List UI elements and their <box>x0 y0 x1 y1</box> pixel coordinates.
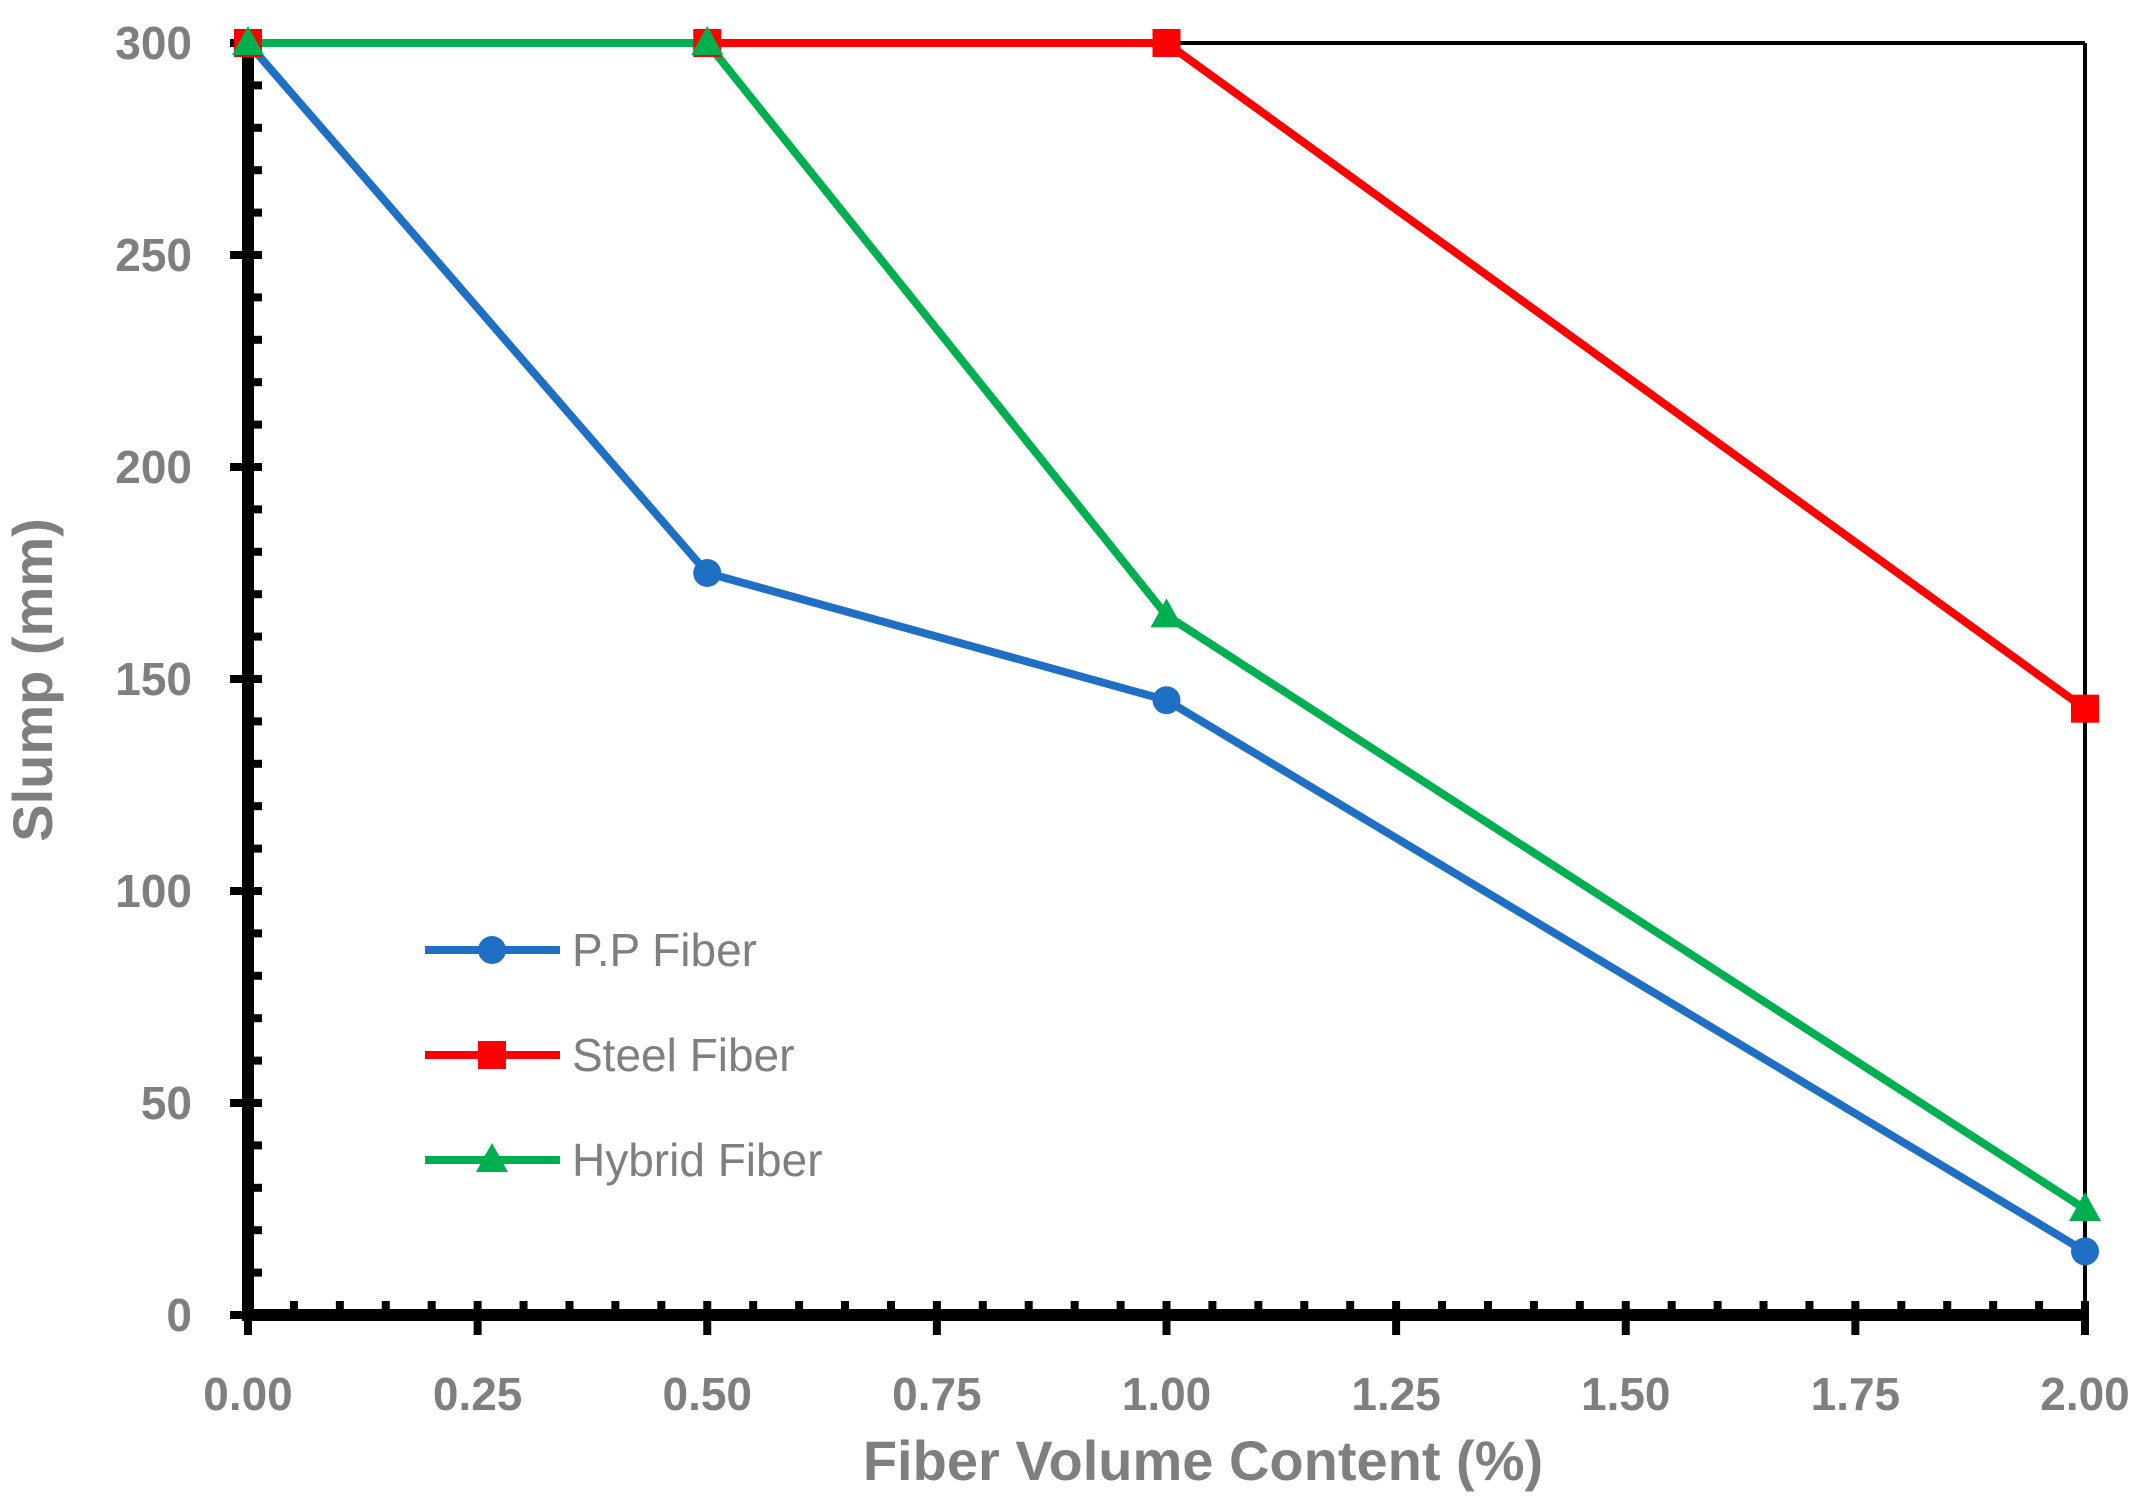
series-lines <box>244 39 2088 1255</box>
x-tick-label: 0.75 <box>892 1368 982 1420</box>
data-point-steel-fiber <box>1152 29 1181 57</box>
y-tick-labels: 0 50 100 150 200 250 300 <box>115 17 192 1341</box>
plot-frame <box>242 41 2087 1321</box>
x-axis-title: Fiber Volume Content (%) <box>863 1429 1543 1492</box>
series-line-p-p-fiber <box>244 40 2088 1255</box>
y-axis-title: Slump (mm) <box>1 518 64 842</box>
x-tick-label: 1.00 <box>1122 1368 1212 1420</box>
data-point-p-p-fiber <box>1152 686 1181 715</box>
legend-marker-p-p-fiber <box>478 936 506 964</box>
data-point-p-p-fiber <box>693 559 722 587</box>
series-line-hybrid-fiber <box>248 39 2088 1213</box>
legend-label-hybrid-fiber: Hybrid Fiber <box>572 1134 823 1186</box>
y-tick-label: 0 <box>166 1289 192 1341</box>
y-tick-label: 100 <box>115 865 192 917</box>
minor-ticks <box>248 81 2044 1315</box>
major-ticks <box>230 39 2089 1335</box>
data-point-hybrid-fiber <box>1150 598 1183 628</box>
x-tick-label: 1.25 <box>1351 1368 1441 1420</box>
data-point-hybrid-fiber <box>232 26 264 55</box>
x-tick-label: 0.25 <box>433 1368 523 1420</box>
legend-marker-hybrid-fiber <box>476 1143 508 1172</box>
x-tick-label: 1.50 <box>1581 1368 1671 1420</box>
data-point-p-p-fiber <box>2071 1237 2099 1266</box>
y-tick-label: 150 <box>115 653 192 705</box>
legend-label-steel-fiber: Steel Fiber <box>572 1029 794 1081</box>
x-tick-label: 0.00 <box>203 1368 293 1420</box>
x-tick-label: 2.00 <box>2040 1368 2130 1420</box>
legend-marker-steel-fiber <box>478 1041 506 1069</box>
legend-label-p-p-fiber: P.P Fiber <box>572 924 757 976</box>
legend: P.P Fiber Steel Fiber Hybrid Fiber <box>425 924 823 1186</box>
x-tick-labels: 0.00 0.25 0.50 0.75 1.00 1.25 1.50 1.75 2.00 <box>203 1368 2130 1420</box>
data-point-steel-fiber <box>2071 694 2099 723</box>
x-tick-label: 0.50 <box>662 1368 752 1420</box>
x-tick-label: 1.75 <box>1811 1368 1901 1420</box>
y-tick-label: 200 <box>115 441 192 493</box>
y-tick-label: 300 <box>115 17 192 69</box>
y-tick-label: 50 <box>141 1077 192 1129</box>
series-markers <box>232 26 2101 1266</box>
data-point-hybrid-fiber <box>691 26 724 55</box>
data-point-hybrid-fiber <box>2069 1192 2101 1221</box>
y-tick-label: 250 <box>115 229 192 281</box>
